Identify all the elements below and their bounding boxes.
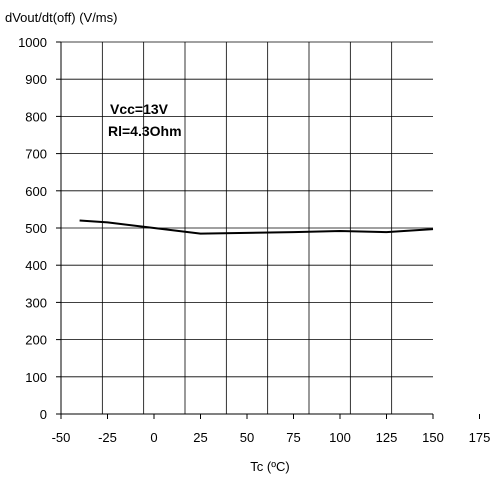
x-tick-label: 75 — [286, 430, 300, 445]
y-tick-label: 400 — [25, 258, 47, 273]
x-tick-label: 0 — [150, 430, 157, 445]
x-axis-label: Tc (ºC) — [250, 459, 289, 474]
y-tick-label: 900 — [25, 72, 47, 87]
x-tick-label: -50 — [52, 430, 71, 445]
y-tick-label: 500 — [25, 221, 47, 236]
y-tick-label: 100 — [25, 370, 47, 385]
x-tick-label: 125 — [376, 430, 398, 445]
x-tick-label: -25 — [98, 430, 117, 445]
annotation-rl: Rl=4.3Ohm — [108, 123, 182, 139]
y-tick-label: 700 — [25, 147, 47, 162]
y-axis-label: dVout/dt(off) (V/ms) — [5, 10, 117, 25]
y-tick-label: 600 — [25, 184, 47, 199]
y-tick-label: 1000 — [18, 35, 47, 50]
y-tick-label: 300 — [25, 295, 47, 310]
y-tick-label: 0 — [40, 407, 47, 422]
y-tick-label: 200 — [25, 333, 47, 348]
x-tick-label: 50 — [240, 430, 254, 445]
annotation-vcc: Vcc=13V — [110, 101, 169, 117]
x-tick-label: 175 — [469, 430, 491, 445]
y-tick-label: 800 — [25, 109, 47, 124]
x-tick-label: 150 — [422, 430, 444, 445]
x-tick-label: 25 — [193, 430, 207, 445]
series-line — [79, 219, 434, 235]
x-tick-label: 100 — [329, 430, 351, 445]
plot-area: 0 100 200 300 400 500 600 700 800 900 1000 -50 -25 0 2… — [18, 35, 490, 445]
